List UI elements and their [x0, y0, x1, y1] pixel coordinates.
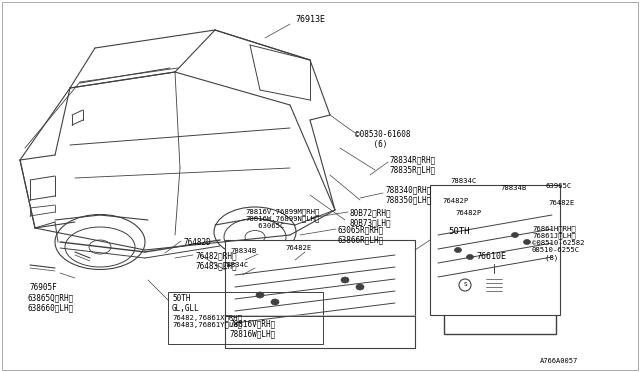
Text: 76905F: 76905F [30, 283, 58, 292]
Ellipse shape [483, 273, 506, 295]
Text: 78834C: 78834C [450, 178, 476, 184]
Text: 78816V〈RH〉
78816W〈LH〉: 78816V〈RH〉 78816W〈LH〉 [230, 319, 276, 339]
Text: 80B72〈RH〉
80B73〈LH〉: 80B72〈RH〉 80B73〈LH〉 [350, 208, 392, 227]
Text: 50TH: 50TH [448, 227, 470, 236]
Text: 76482D: 76482D [183, 238, 211, 247]
Text: 76482P: 76482P [455, 210, 481, 216]
Text: 76610E: 76610E [476, 252, 506, 261]
Text: 76482〈RH〉
76483〈LH〉: 76482〈RH〉 76483〈LH〉 [195, 251, 237, 270]
Text: 78834C: 78834C [222, 262, 248, 268]
Ellipse shape [511, 232, 518, 237]
Bar [168, 292, 323, 344]
Text: 788340〈RH〉
788350〈LH〉: 788340〈RH〉 788350〈LH〉 [385, 185, 431, 204]
Bar [225, 240, 415, 348]
Text: 50TH
GL,GLL: 50TH GL,GLL [172, 294, 200, 313]
Bar [225, 316, 415, 348]
Text: 78816V,76899M〈RH〉
78816W,76899N〈LH〉
   63065C: 78816V,76899M〈RH〉 78816W,76899N〈LH〉 6306… [245, 208, 319, 229]
Text: 76482E: 76482E [285, 245, 311, 251]
Ellipse shape [356, 284, 364, 290]
Ellipse shape [341, 277, 349, 283]
Text: 76861H〈RH〉
76861J〈LH〉
©08510-62582
08510-6255C
   (8): 76861H〈RH〉 76861J〈LH〉 ©08510-62582 08510… [532, 225, 584, 261]
Text: 76482,76861X〈RH〉
76483,76861Y〈LH〉: 76482,76861X〈RH〉 76483,76861Y〈LH〉 [172, 314, 242, 328]
Text: 63965C: 63965C [545, 183, 572, 189]
Text: A766A0057: A766A0057 [540, 358, 579, 364]
Ellipse shape [271, 299, 279, 305]
Ellipse shape [524, 240, 531, 244]
Text: 76482P: 76482P [442, 198, 468, 204]
Text: 63065R〈RH〉
63866R〈LH〉: 63065R〈RH〉 63866R〈LH〉 [338, 225, 384, 244]
Bar [444, 223, 556, 334]
Text: 63865Q〈RH〉
638660〈LH〉: 63865Q〈RH〉 638660〈LH〉 [28, 293, 74, 312]
Ellipse shape [467, 254, 474, 260]
Text: 76482E: 76482E [548, 200, 574, 206]
Text: ©08530-61608
    (6): ©08530-61608 (6) [355, 130, 410, 150]
Ellipse shape [256, 292, 264, 298]
Text: 78834R〈RH〉
78835R〈LH〉: 78834R〈RH〉 78835R〈LH〉 [390, 155, 436, 174]
Text: 76913E: 76913E [295, 15, 325, 24]
Text: S: S [463, 282, 467, 288]
Ellipse shape [454, 247, 461, 253]
Text: 78834B: 78834B [230, 248, 256, 254]
Text: 78834B: 78834B [500, 185, 526, 191]
Bar [430, 185, 560, 315]
